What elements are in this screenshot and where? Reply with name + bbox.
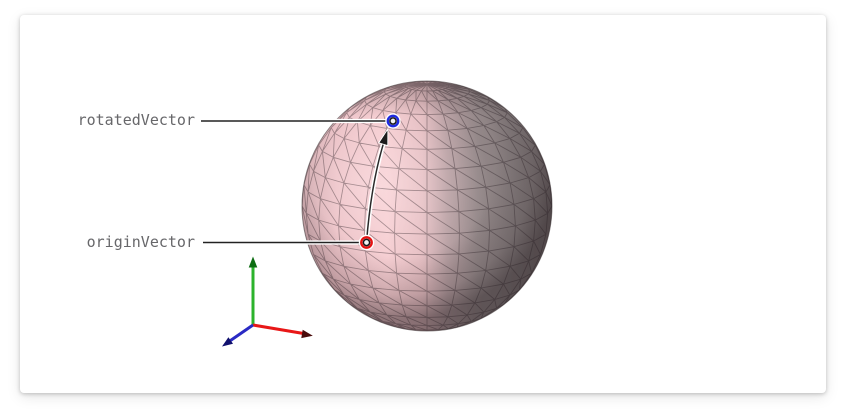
origin-point-casing (358, 234, 375, 251)
rotation-arc-arrow (364, 127, 389, 245)
sphere (301, 80, 553, 332)
x-axis-arrow-head (301, 329, 313, 339)
rotation-arc (365, 143, 385, 243)
y-axis-arrow-head (248, 256, 258, 268)
rotated-vector-label: rotatedVector (77, 111, 195, 129)
origin-vector-label: originVector (86, 233, 195, 251)
sphere-silhouette (301, 80, 553, 332)
origin-vector-point (358, 234, 375, 251)
rotated-point-casing (385, 113, 401, 129)
callouts (201, 118, 390, 245)
rotation-arrow-head-fill (379, 130, 388, 145)
sphere-wireframe (302, 81, 552, 331)
origin-point-core (362, 238, 371, 247)
x-axis-arrow (252, 323, 304, 335)
rotated-vector-point (385, 113, 401, 129)
rotated-point-core (389, 117, 397, 125)
z-axis-arrow-head (222, 337, 233, 347)
axes-gizmo (222, 256, 313, 347)
sphere-top-shading (302, 81, 552, 331)
z-axis-arrow (229, 323, 254, 342)
